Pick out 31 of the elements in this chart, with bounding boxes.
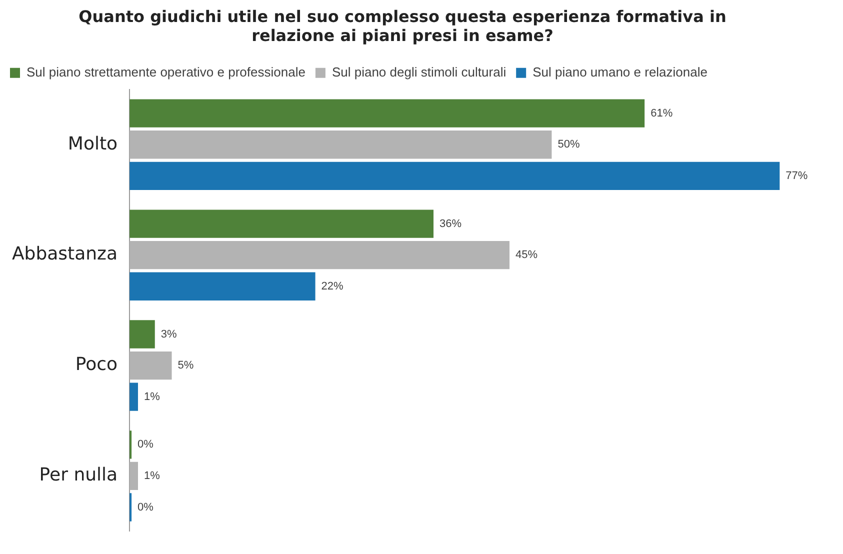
legend-label: Sul piano strettamente operativo e professionale <box>26 64 306 80</box>
text: relazione ai piani presi in esame? <box>252 26 554 45</box>
y-tick-label: Abbastanza <box>12 244 118 265</box>
data-label: 61% <box>650 107 673 120</box>
data-label: 3% <box>160 328 177 340</box>
data-label: 0% <box>138 438 154 451</box>
legend-label: Sul piano umano e relazionale <box>532 64 708 80</box>
bar <box>130 272 316 300</box>
data-label: 0% <box>138 501 154 514</box>
bar <box>130 382 138 411</box>
data-label: 50% <box>558 138 580 151</box>
legend-label: Sul piano degli stimoli culturali <box>332 64 506 80</box>
bar <box>130 99 645 128</box>
bar <box>130 162 780 190</box>
data-label: 77% <box>786 170 808 182</box>
data-label: 1% <box>144 390 160 403</box>
data-label: 1% <box>144 470 160 482</box>
bar <box>130 240 510 270</box>
data-label: 5% <box>178 360 194 372</box>
bar <box>130 210 434 238</box>
data-label: 45% <box>515 249 538 262</box>
y-tick-label: Poco <box>75 354 118 376</box>
bar <box>130 130 552 159</box>
text: Quanto giudichi utile nel suo complesso questa esperienza formativa in <box>78 6 726 26</box>
bar <box>130 351 172 380</box>
bar <box>130 462 138 490</box>
y-tick-label: Per nulla <box>39 464 118 486</box>
data-label: 22% <box>321 280 344 292</box>
data-label: 36% <box>440 218 462 230</box>
y-tick-label: Molto <box>68 133 118 154</box>
bar <box>130 320 155 348</box>
